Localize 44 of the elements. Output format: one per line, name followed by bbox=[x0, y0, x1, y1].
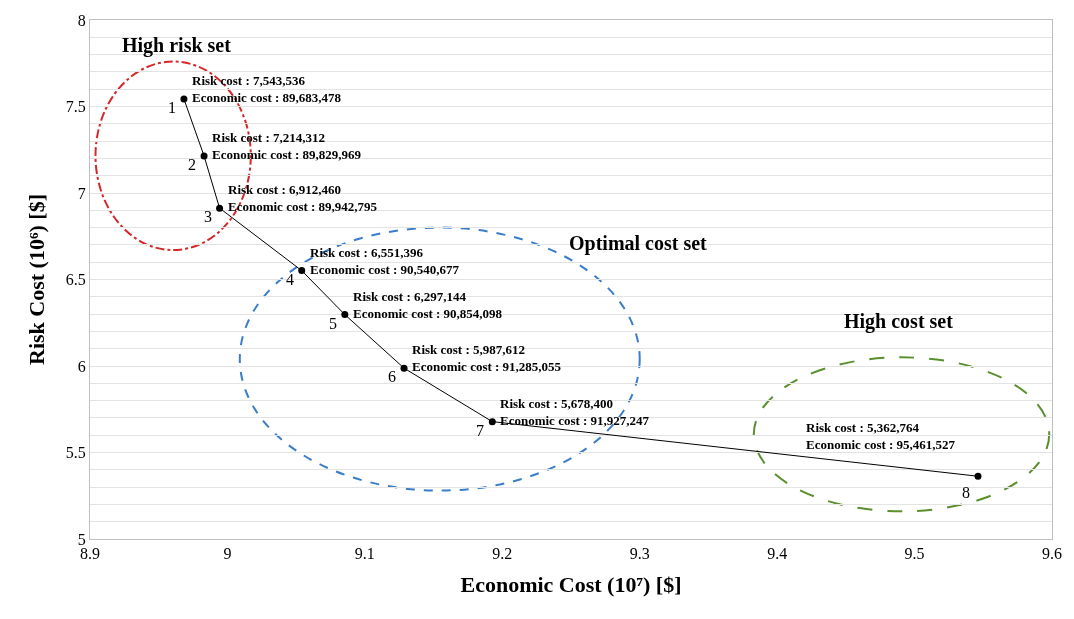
annotation: 6 bbox=[388, 368, 396, 385]
point bbox=[974, 472, 982, 480]
y-tick-label: 7.5 bbox=[65, 98, 86, 116]
y-tick-label: 8 bbox=[77, 11, 86, 29]
point bbox=[341, 311, 349, 319]
x-tick-label: 8.9 bbox=[80, 545, 100, 563]
data-label: Risk cost : 6,912,460 Economic cost : 89,942,795 bbox=[228, 182, 378, 214]
x-tick-label: 9 bbox=[223, 545, 232, 563]
annotation: 2 bbox=[188, 156, 196, 173]
point bbox=[216, 204, 224, 212]
y-axis-title: Risk Cost (10⁶) [$] bbox=[23, 194, 49, 365]
annotation: High risk set bbox=[122, 34, 232, 57]
y-tick-label: 5 bbox=[77, 530, 86, 548]
annotation: 3 bbox=[204, 208, 212, 225]
x-tick-label: 9.4 bbox=[767, 545, 788, 563]
annotation: 5 bbox=[329, 315, 337, 332]
x-tick-label: 9.1 bbox=[354, 545, 375, 563]
point bbox=[180, 95, 188, 103]
annotation: 8 bbox=[962, 484, 970, 501]
x-tick-label: 9.5 bbox=[904, 545, 925, 563]
annotation: 7 bbox=[476, 422, 484, 439]
data-label: Risk cost : 6,297,144 Economic cost : 90,854,098 bbox=[353, 289, 503, 321]
point bbox=[298, 267, 306, 275]
x-tick-label: 9.6 bbox=[1042, 545, 1062, 563]
annotation: Optimal cost set bbox=[569, 232, 708, 255]
x-tick-label: 9.3 bbox=[629, 545, 650, 563]
annotation: High cost set bbox=[844, 310, 954, 333]
y-tick-label: 7 bbox=[77, 184, 86, 202]
y-tick-label: 5.5 bbox=[65, 444, 86, 462]
y-tick-label: 6.5 bbox=[65, 271, 86, 289]
annotation: 4 bbox=[286, 271, 294, 288]
data-label: Risk cost : 5,987,612 Economic cost : 91,285,055 bbox=[412, 342, 562, 374]
point bbox=[200, 152, 208, 160]
x-tick-label: 9.2 bbox=[492, 545, 513, 563]
data-label: Risk cost : 6,551,396 Economic cost : 90,540,677 bbox=[310, 245, 460, 277]
annotation: 1 bbox=[168, 99, 176, 116]
point bbox=[400, 364, 408, 372]
data-label: Risk cost : 7,214,312 Economic cost : 89,829,969 bbox=[212, 130, 362, 162]
data-label: Risk cost : 7,543,536 Economic cost : 89,683,478 bbox=[192, 73, 342, 105]
data-label: Risk cost : 5,678,400 Economic cost : 91,927,247 bbox=[500, 396, 650, 428]
y-tick-label: 6 bbox=[77, 357, 86, 375]
x-axis-title: Economic Cost (10⁷) [$] bbox=[460, 572, 682, 598]
data-label: Risk cost : 5,362,764 Economic cost : 95,461,527 bbox=[806, 420, 956, 452]
point bbox=[488, 418, 496, 426]
